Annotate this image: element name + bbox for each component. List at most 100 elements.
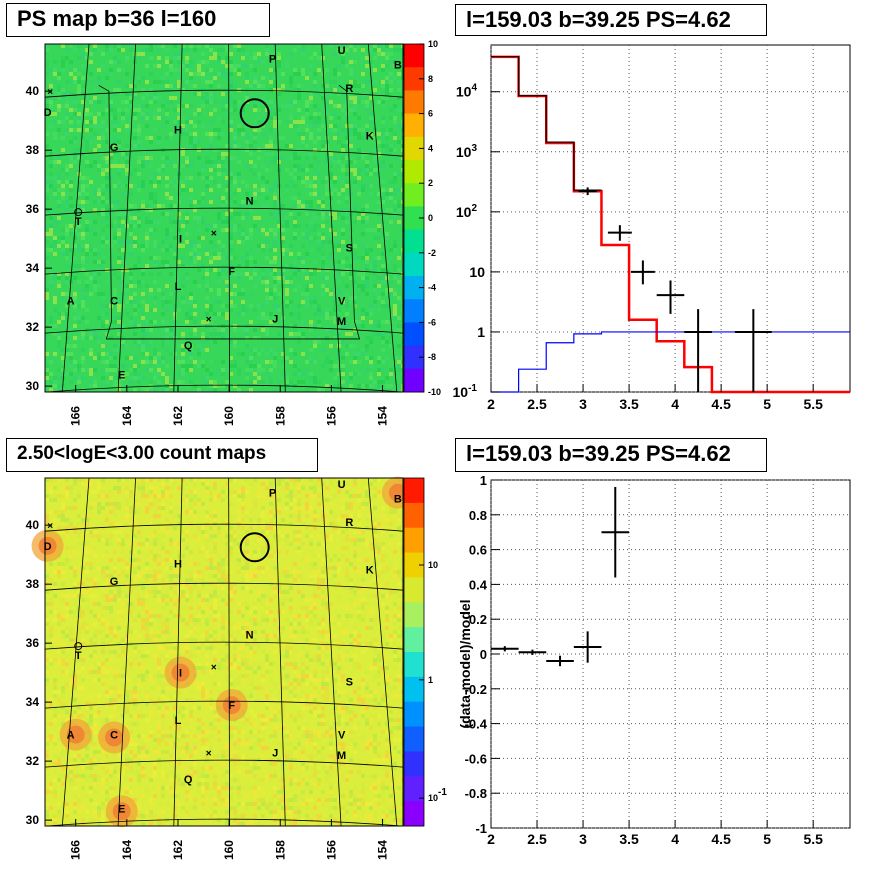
- map-pixel: [57, 570, 61, 574]
- map-pixel: [57, 364, 61, 368]
- map-pixel: [157, 220, 161, 224]
- map-pixel: [325, 224, 329, 228]
- map-pixel: [73, 506, 77, 510]
- map-pixel: [113, 380, 117, 384]
- map-pixel: [345, 486, 349, 490]
- map-pixel: [125, 364, 129, 368]
- map-pixel: [233, 180, 237, 184]
- map-pixel: [257, 538, 261, 542]
- map-pixel: [385, 276, 389, 280]
- map-pixel: [117, 256, 121, 260]
- map-pixel: [169, 566, 173, 570]
- map-pixel: [133, 550, 137, 554]
- map-pixel: [381, 52, 385, 56]
- map-pixel: [57, 60, 61, 64]
- map-pixel: [141, 376, 145, 380]
- map-pixel: [213, 518, 217, 522]
- map-pixel: [157, 356, 161, 360]
- map-pixel: [137, 224, 141, 228]
- map-pixel: [245, 284, 249, 288]
- map-pixel: [213, 606, 217, 610]
- map-pixel: [129, 172, 133, 176]
- map-pixel: [97, 136, 101, 140]
- colorbar-segment: [404, 44, 424, 68]
- map-pixel: [177, 372, 181, 376]
- map-pixel: [317, 240, 321, 244]
- map-pixel: [233, 44, 237, 48]
- map-pixel: [77, 100, 81, 104]
- map-pixel: [301, 558, 305, 562]
- map-pixel: [69, 486, 73, 490]
- map-pixel: [217, 224, 221, 228]
- map-pixel: [85, 482, 89, 486]
- map-pixel: [169, 80, 173, 84]
- map-pixel: [93, 236, 97, 240]
- map-pixel: [249, 212, 253, 216]
- map-pixel: [301, 606, 305, 610]
- map-pixel: [229, 542, 233, 546]
- map-pixel: [353, 352, 357, 356]
- map-pixel: [265, 582, 269, 586]
- map-pixel: [69, 116, 73, 120]
- map-pixel: [161, 196, 165, 200]
- map-pixel: [389, 88, 393, 92]
- map-pixel: [373, 304, 377, 308]
- map-pixel: [301, 260, 305, 264]
- map-pixel: [337, 72, 341, 76]
- map-pixel: [153, 324, 157, 328]
- map-pixel: [365, 104, 369, 108]
- map-pixel: [61, 486, 65, 490]
- map-pixel: [161, 558, 165, 562]
- map-pixel: [321, 144, 325, 148]
- map-pixel: [265, 52, 269, 56]
- map-pixel: [381, 152, 385, 156]
- map-pixel: [205, 606, 209, 610]
- map-pixel: [65, 304, 69, 308]
- map-pixel: [357, 292, 361, 296]
- map-pixel: [137, 582, 141, 586]
- map-pixel: [337, 570, 341, 574]
- map-pixel: [69, 356, 73, 360]
- map-pixel: [45, 68, 49, 72]
- map-pixel: [381, 48, 385, 52]
- map-pixel: [209, 614, 213, 618]
- map-pixel: [357, 320, 361, 324]
- map-pixel: [181, 554, 185, 558]
- map-pixel: [269, 482, 273, 486]
- map-pixel: [197, 172, 201, 176]
- map-pixel: [257, 116, 261, 120]
- map-pixel: [125, 562, 129, 566]
- map-pixel: [173, 308, 177, 312]
- map-pixel: [381, 252, 385, 256]
- map-pixel: [49, 140, 53, 144]
- map-pixel: [297, 128, 301, 132]
- map-pixel: [373, 578, 377, 582]
- map-pixel: [277, 96, 281, 100]
- map-pixel: [253, 610, 257, 614]
- map-pixel: [273, 376, 277, 380]
- map-pixel: [97, 502, 101, 506]
- map-pixel: [133, 372, 137, 376]
- map-pixel: [269, 88, 273, 92]
- map-pixel: [397, 582, 401, 586]
- map-pixel: [177, 112, 181, 116]
- map-pixel: [393, 272, 397, 276]
- map-pixel: [289, 586, 293, 590]
- map-pixel: [129, 48, 133, 52]
- map-pixel: [269, 68, 273, 72]
- map-pixel: [189, 348, 193, 352]
- map-pixel: [189, 606, 193, 610]
- map-pixel: [297, 316, 301, 320]
- map-pixel: [61, 68, 65, 72]
- map-pixel: [193, 618, 197, 622]
- map-pixel: [249, 60, 253, 64]
- map-pixel: [325, 360, 329, 364]
- map-pixel: [81, 478, 85, 482]
- map-pixel: [253, 108, 257, 112]
- map-pixel: [209, 56, 213, 60]
- map-pixel: [201, 388, 205, 392]
- map-pixel: [385, 192, 389, 196]
- map-pixel: [125, 72, 129, 76]
- map-pixel: [209, 80, 213, 84]
- map-pixel: [145, 554, 149, 558]
